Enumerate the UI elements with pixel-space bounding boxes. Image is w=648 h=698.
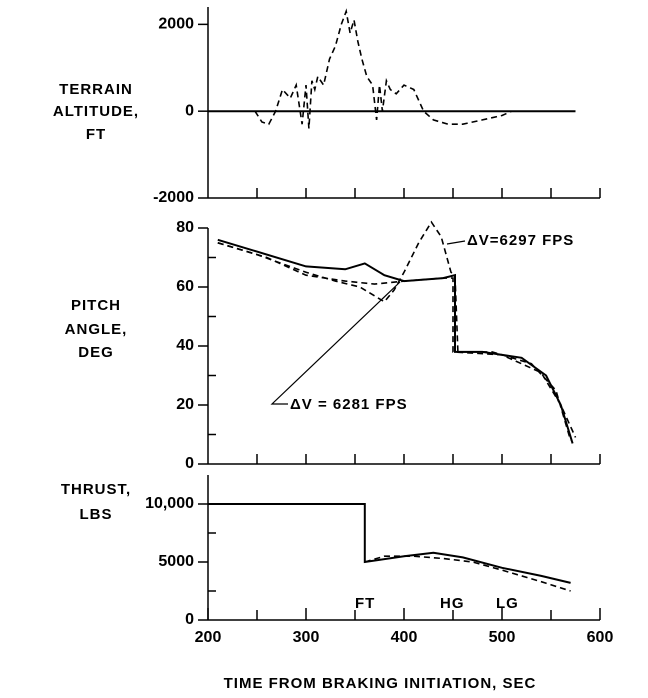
y-axis-label: DEG [78,344,114,361]
annotation: LG [496,595,519,612]
annotation: ΔV = 6281 FPS [290,396,408,413]
annotation: FT [355,595,375,612]
y-axis-label: FT [86,126,106,143]
y-tick-label: 5000 [158,553,194,570]
y-tick-label: 2000 [158,16,194,33]
line-series [208,503,571,584]
annotation: ΔV=6297 FPS [467,232,574,249]
x-axis-label: TIME FROM BRAKING INITIATION, SEC [224,675,537,692]
x-tick-label: 500 [489,629,516,646]
y-tick-label: 0 [185,455,194,472]
leader-line [446,240,466,245]
y-axis-label: ANGLE, [65,321,128,338]
y-axis-label: TERRAIN [59,81,133,98]
line-series [217,220,572,441]
y-axis-label: PITCH [71,297,121,314]
x-tick-label: 600 [587,629,614,646]
y-tick-label: 0 [185,611,194,628]
x-tick-label: 400 [391,629,418,646]
y-tick-label: 60 [176,278,194,295]
leader-line [270,281,401,405]
y-axis-label: LBS [80,506,113,523]
annotation: HG [440,595,465,612]
line-series [364,555,571,592]
y-axis-label: ALTITUDE, [53,103,139,120]
x-tick-label: 200 [195,629,222,646]
x-tick-label: 300 [293,629,320,646]
y-tick-label: -2000 [153,189,194,206]
y-tick-label: 80 [176,219,194,236]
y-tick-label: 0 [185,102,194,119]
y-axis-label: THRUST, [61,481,131,498]
y-tick-label: 40 [176,337,194,354]
y-tick-label: 10,000 [145,495,194,512]
line-series [217,242,577,438]
y-tick-label: 20 [176,396,194,413]
